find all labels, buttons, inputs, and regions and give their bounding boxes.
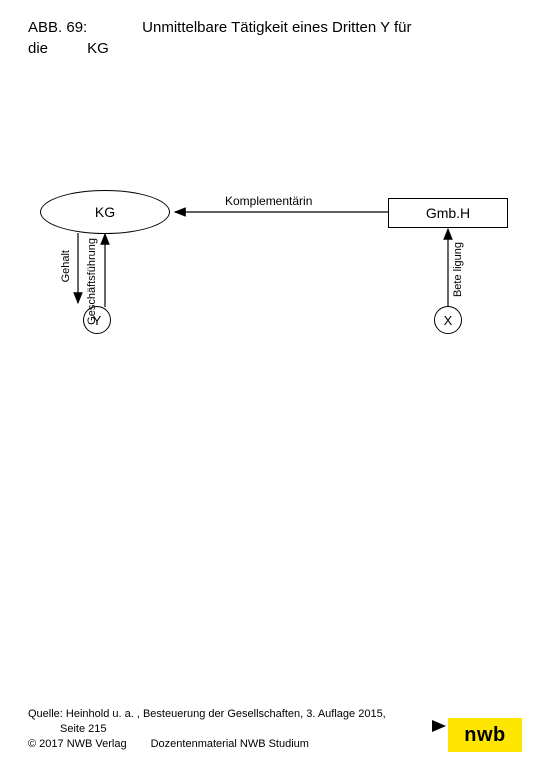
footer-copyright: © 2017 NWB Verlag <box>28 738 127 750</box>
nwb-logo: nwb <box>448 718 522 752</box>
diagram-edges-svg <box>0 0 540 780</box>
footer: Quelle: Heinhold u. a. , Besteuerung der… <box>28 707 520 752</box>
logo-box: nwb <box>448 718 522 752</box>
diagram-area: KG Gmb.H Y X Komplementärin Gehalt Gesch… <box>0 0 540 780</box>
footer-copyright-line: © 2017 NWB Verlag Dozentenmaterial NWB St… <box>28 737 520 752</box>
node-x: X <box>434 306 462 334</box>
edge-label-geschaeftsfuehrung: Geschäftsführung <box>86 238 98 325</box>
node-kg: KG <box>40 190 170 234</box>
footer-source-line2: Seite 215 <box>28 722 520 737</box>
node-gmbh-label: Gmb.H <box>426 205 470 221</box>
edge-label-beteiligung: Bete ligung <box>452 242 464 297</box>
footer-source-line1: Quelle: Heinhold u. a. , Besteuerung der… <box>28 707 520 722</box>
logo-text: nwb <box>464 724 506 747</box>
footer-subtitle: Dozentenmaterial NWB Studium <box>151 738 309 750</box>
edge-label-gehalt: Gehalt <box>60 250 72 282</box>
edge-label-komplementarin: Komplementärin <box>225 194 312 208</box>
node-gmbh: Gmb.H <box>388 198 508 228</box>
node-kg-label: KG <box>95 204 115 220</box>
logo-triangle-icon <box>432 720 446 732</box>
node-x-label: X <box>444 313 453 328</box>
